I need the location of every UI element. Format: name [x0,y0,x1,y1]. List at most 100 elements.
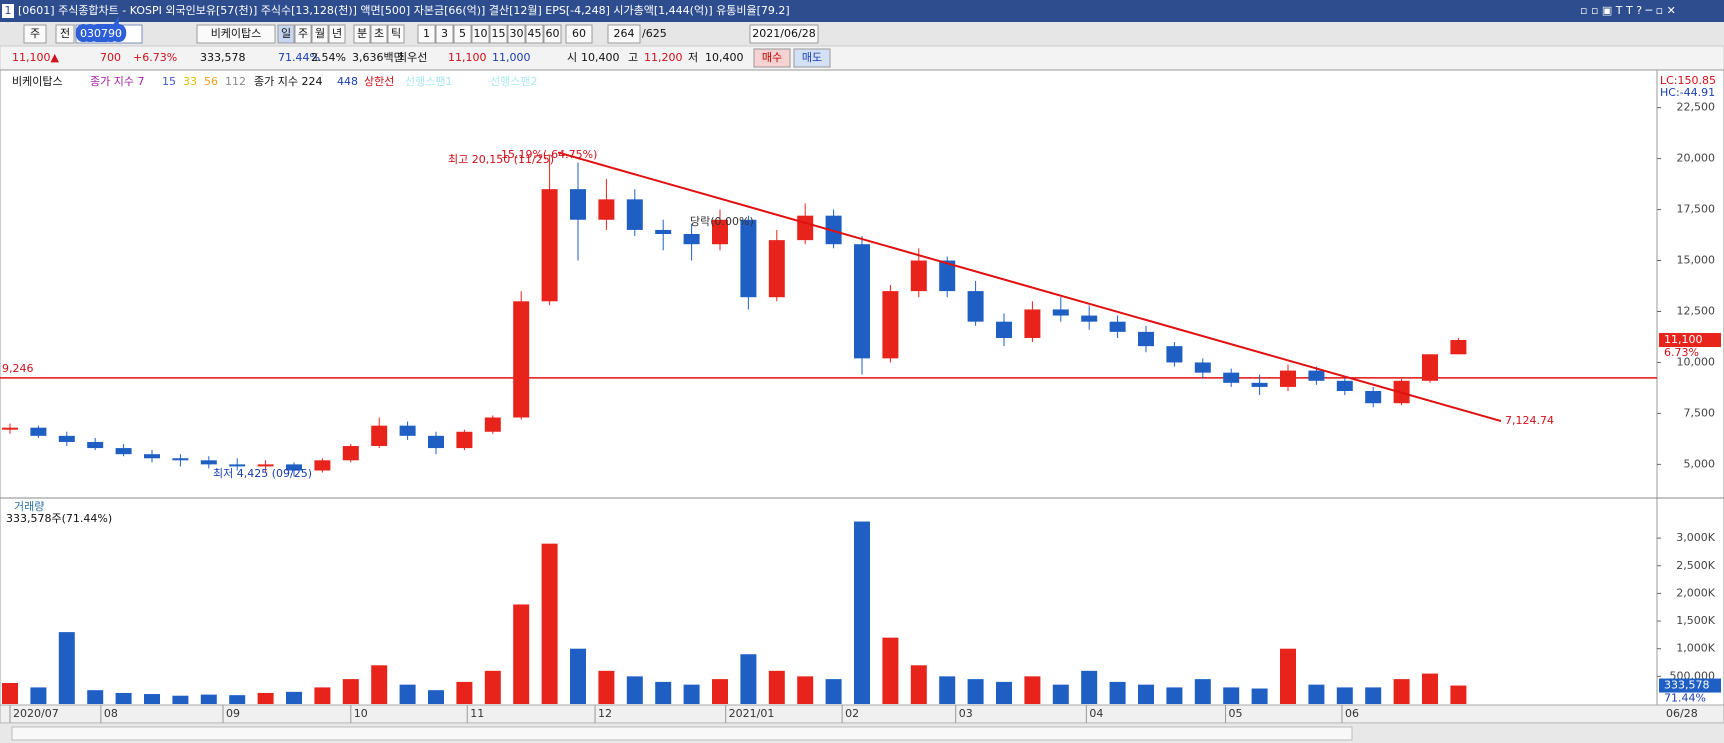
candle-body [1024,309,1041,338]
period-button-box[interactable] [328,24,346,44]
interval-button-box[interactable] [489,24,508,44]
volume-bar [1081,670,1098,704]
volume-bar [1166,687,1183,704]
candle-body [1223,372,1240,383]
scroll-thumb[interactable] [11,726,1353,741]
volume-bar [172,695,189,704]
volume-bar [1223,687,1240,704]
market-select: 주 [30,27,40,40]
interval-button-box[interactable] [543,24,562,44]
interval-button-box[interactable] [435,24,454,44]
low-annotation: 최저 4,425 (09/25) [213,467,312,480]
price-label: 11,100 [1664,333,1703,346]
legend-span1: 선행스팬1 [405,75,452,88]
x-tick-label: 03 [959,707,973,720]
candle-body [939,260,956,292]
period-button-box[interactable] [294,24,312,44]
volume-bar [854,521,870,704]
candle-body [1109,321,1126,332]
window-controls[interactable]: ▫ ▫ ▣ T T ? ─ ▫ ✕ [1580,4,1676,17]
volume-bar [1365,687,1382,704]
quote-amount: 3,636백만 [352,51,404,64]
interval-value-box[interactable] [565,24,593,44]
volume-bar [456,681,473,704]
candle-body [1422,354,1438,381]
period-button-box[interactable] [387,24,405,44]
candle-body [626,199,643,230]
x-tick-label: 09 [226,707,240,720]
volume-bar [1024,676,1041,704]
period-button-box[interactable] [277,24,295,44]
legend-ma224: 종가 지수 224 [254,75,322,88]
interval-button: 15 [492,27,506,40]
period-button-box[interactable] [353,24,371,44]
legend-ma: 33 [183,75,197,88]
candle-body [1308,370,1325,381]
buy-button-box[interactable] [753,48,791,68]
interval-button-box[interactable] [525,24,544,44]
volume-tick-label: 3,000K [1676,531,1715,544]
candle-body [456,431,473,449]
volume-bar [144,694,160,704]
volume-last-label: 333,578 [1664,679,1710,692]
candle-body [1194,362,1211,373]
x-tick-label: 02 [845,707,859,720]
interval-button-box[interactable] [471,24,490,44]
volume-last-pct: 71.44% [1664,692,1706,705]
candle-body [1251,382,1268,387]
volume-bar [1393,679,1410,704]
title-bar [0,0,1724,22]
candle-body [58,435,75,442]
volume-bar [1422,673,1438,704]
volume-bar [30,687,47,704]
quote-turnover: 2.54% [311,51,346,64]
y-tick-label: 12,500 [1677,304,1716,317]
period-button-box[interactable] [370,24,388,44]
candle-body [144,454,160,459]
market-select-box[interactable] [23,24,47,44]
high-annotation: 최고 20,150 (11/25) [448,153,554,166]
bar-count: 264 [614,27,635,40]
volume-bar [399,684,416,704]
legend-span2: 선행스팬2 [490,75,537,88]
candle-body [1365,390,1382,404]
interval-button-box[interactable] [453,24,472,44]
x-tick-label: 2020/07 [13,707,59,720]
volume-box [1659,678,1721,693]
volume-tick-label: 2,000K [1676,586,1715,599]
buy-button: 매수 [762,51,782,64]
volume-bar [1109,681,1126,704]
stock-name: 비케이탑스 [211,27,262,40]
volume-info: 333,578주(71.44%) [6,512,112,525]
candle-body [1336,380,1353,391]
sell-button-box[interactable] [793,48,831,68]
candle-body [229,464,246,467]
scope-select-box[interactable] [55,24,75,44]
volume-bar [541,543,558,704]
y-tick-label: 15,000 [1677,254,1716,267]
legend-ma: 56 [204,75,218,88]
volume-bar [1138,684,1154,704]
candle-body [1081,315,1098,322]
x-tick-label: 12 [598,707,612,720]
period-button-box[interactable] [311,24,329,44]
candle-body [882,291,899,359]
stock-name-box[interactable] [196,24,276,44]
candle-body [570,189,586,220]
x-tick-label: 2021/01 [729,707,775,720]
quote-open: 10,400 [581,51,620,64]
code-box[interactable] [75,24,143,44]
candle-body [1166,346,1183,363]
legend-ma: 15 [162,75,176,88]
interval-button: 10 [474,27,488,40]
interval-button-box[interactable] [417,24,436,44]
date-field-box[interactable] [749,24,819,44]
bar-total: /625 [642,27,667,40]
candle-body [172,458,189,461]
y-tick-label: 7,500 [1684,406,1716,419]
bar-count-box[interactable] [607,24,641,44]
candle-body [200,460,217,465]
x-tick-label: 11 [470,707,484,720]
volume-bar [229,695,246,704]
interval-button-box[interactable] [507,24,526,44]
